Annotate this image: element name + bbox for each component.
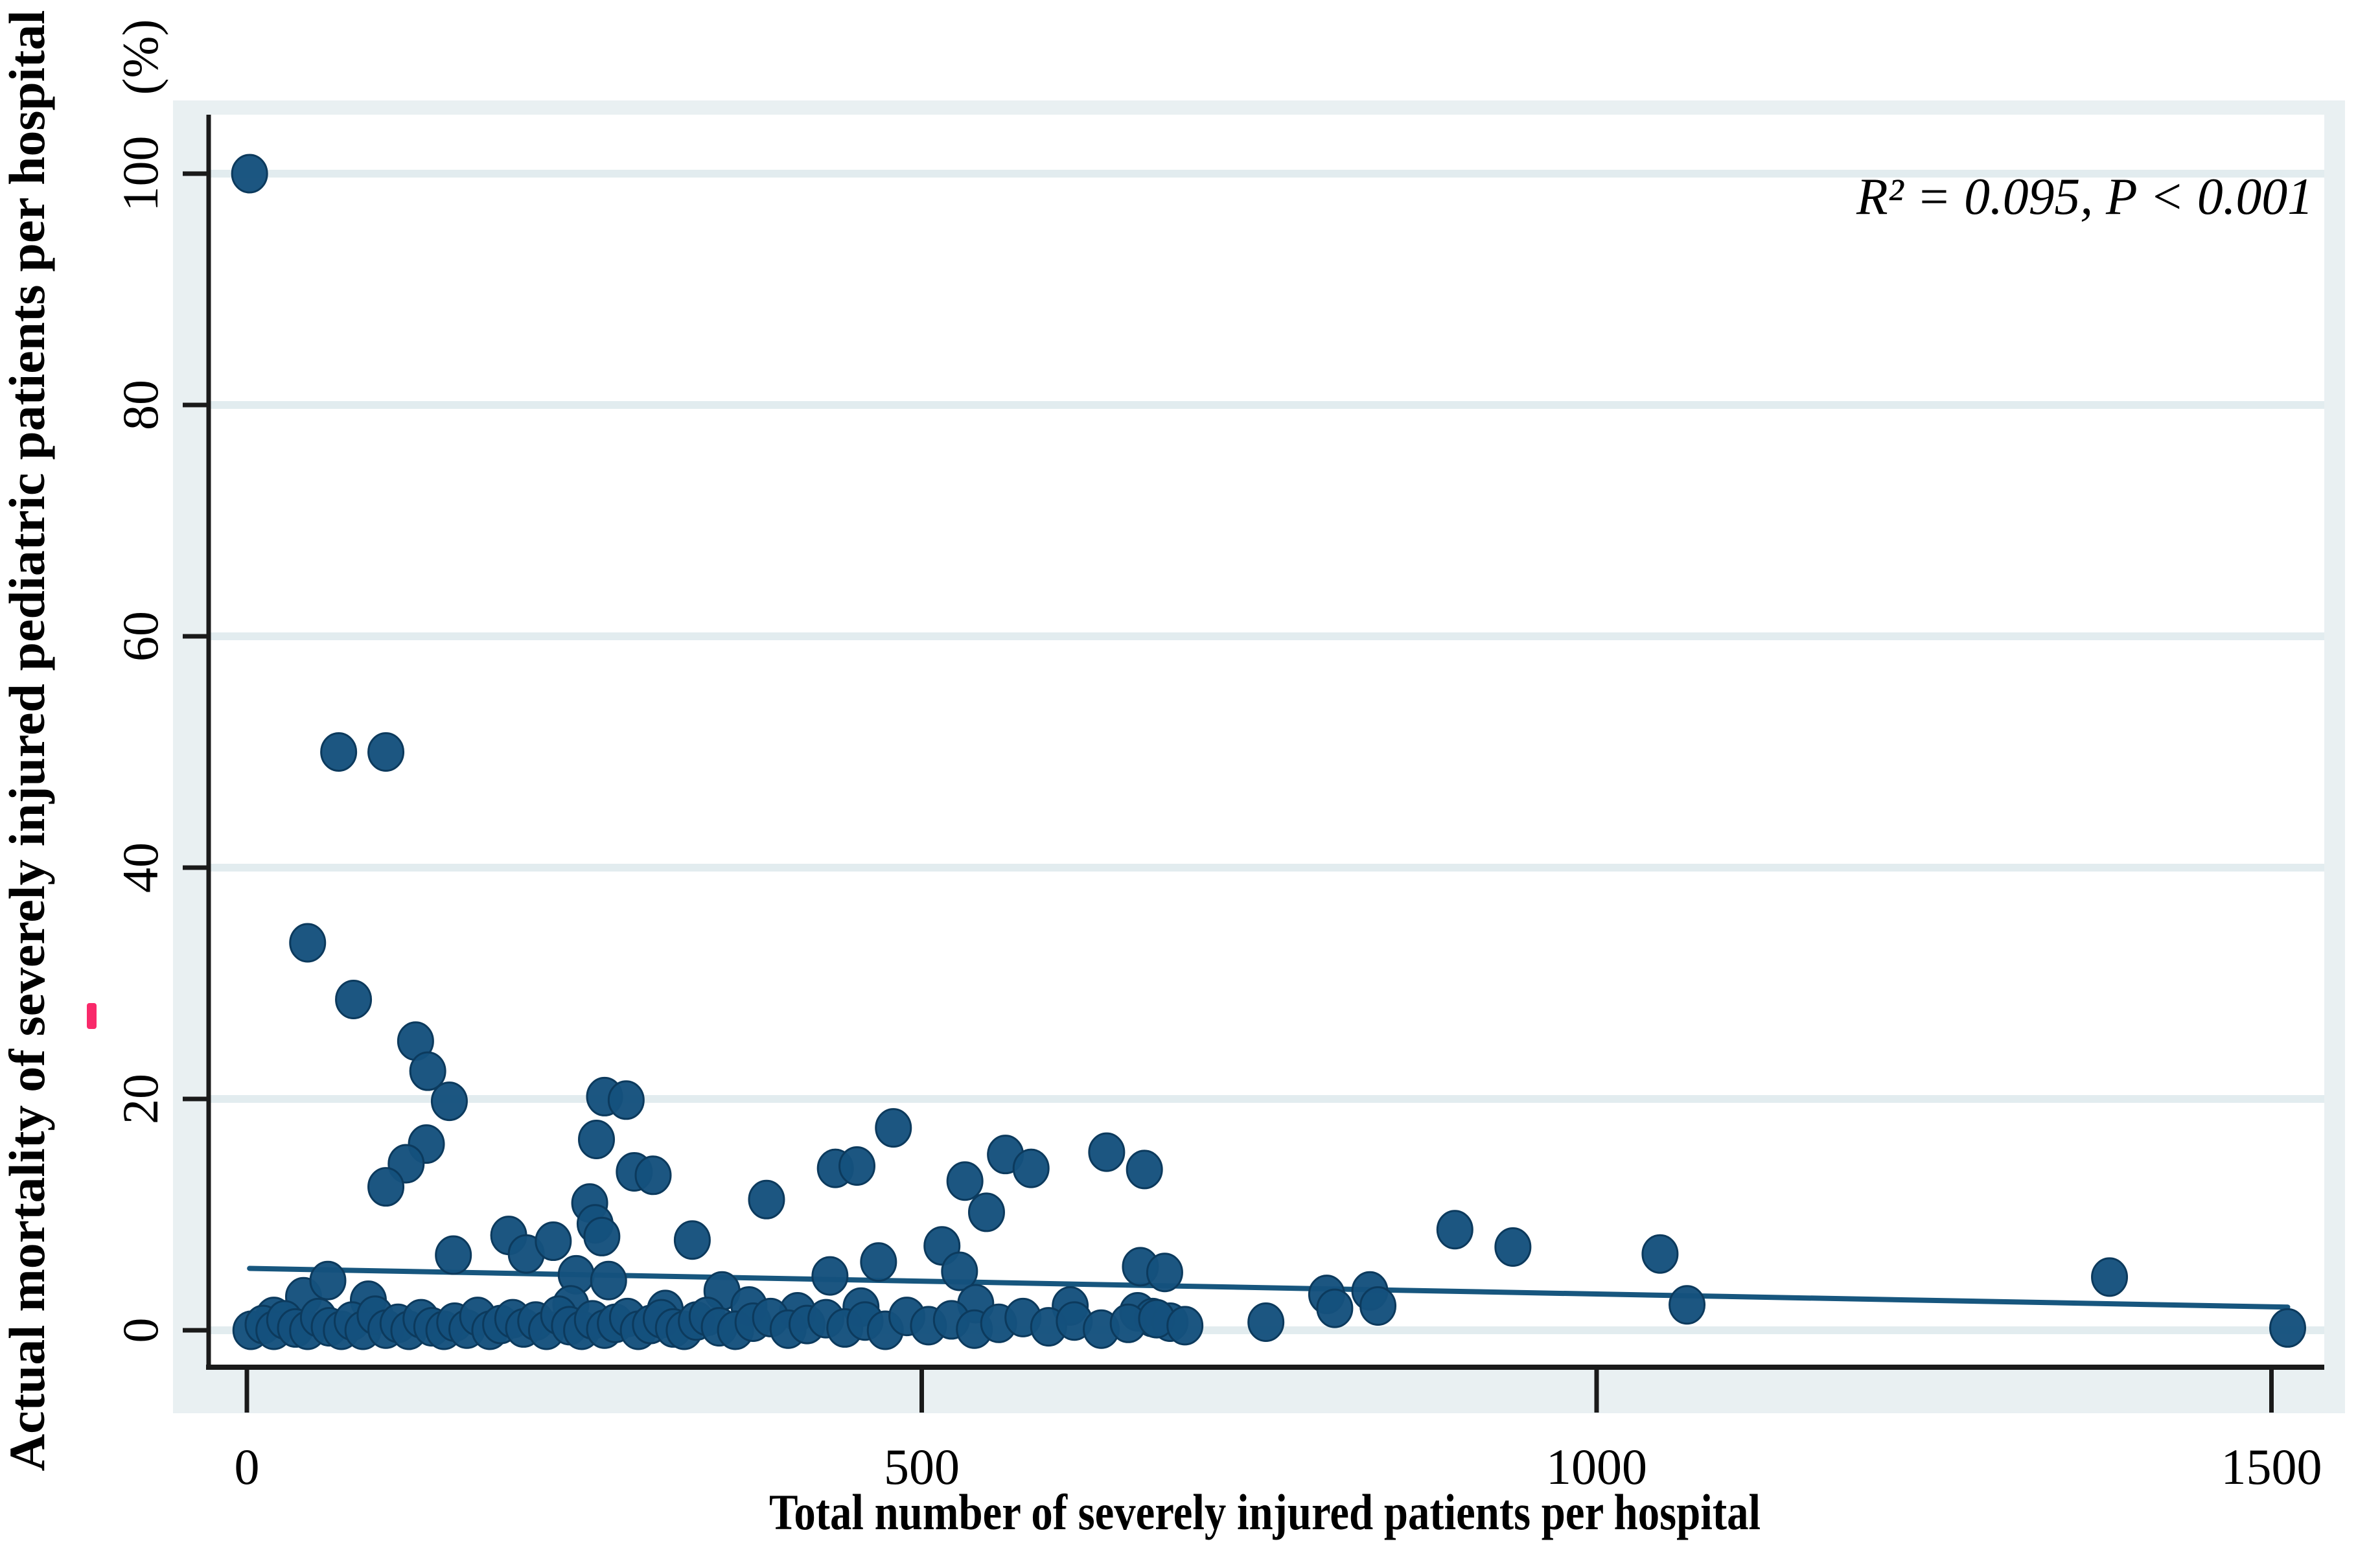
scatter-point (811, 1256, 849, 1296)
scatter-point (860, 1242, 897, 1282)
y-tick-label-0: 0 (112, 1318, 168, 1343)
scatter-point (535, 1221, 572, 1262)
axes-layer (183, 115, 2324, 1413)
scatter-point (2091, 1257, 2129, 1297)
scatter-point (1088, 1132, 1126, 1172)
r-squared-annotation: R² = 0.095, P < 0.001 (1856, 168, 2313, 225)
scatter-point (1641, 1234, 1679, 1274)
scatter-point (634, 1155, 672, 1196)
chart-background-layer (173, 100, 2345, 1413)
y-tick-label-60: 60 (112, 611, 168, 662)
x-tick-label-0: 0 (235, 1438, 260, 1495)
x-axis-title: Total number of severely injured patient… (769, 1484, 1761, 1540)
scatter-point (1146, 1253, 1183, 1293)
scatter-point (1316, 1288, 1354, 1328)
scatter-point (1494, 1227, 1532, 1267)
scatter-point (946, 1161, 984, 1201)
scatter-point (2269, 1308, 2306, 1348)
scatter-point (309, 1260, 347, 1300)
scatter-point (435, 1235, 472, 1275)
scatter-point (838, 1146, 876, 1186)
scatter-point (583, 1216, 621, 1256)
scatter-point (941, 1251, 978, 1291)
scatter-point (1359, 1286, 1397, 1326)
plot-region (209, 115, 2324, 1367)
pink-artifact-mark (87, 1003, 97, 1029)
y-tick-label-80: 80 (112, 380, 168, 430)
scatter-point (1247, 1302, 1285, 1343)
scatter-point (875, 1108, 912, 1148)
y-tick-label-100: 100 (112, 136, 168, 212)
scatter-point (673, 1220, 711, 1260)
y-axis-unit-label: (%) (112, 19, 168, 95)
scatter-point (320, 732, 358, 772)
x-tick-label-500: 500 (884, 1438, 960, 1495)
scatter-point (231, 154, 268, 194)
scatter-point (590, 1260, 627, 1300)
scatter-point (367, 732, 405, 772)
scatter-point (748, 1179, 785, 1219)
y-tick-label-40: 40 (112, 842, 168, 893)
x-tick-label-1500: 1500 (2221, 1438, 2322, 1495)
scatter-point (607, 1080, 645, 1120)
scatter-point (409, 1051, 446, 1091)
scatter-point (335, 979, 373, 1019)
scatter-point (289, 923, 327, 963)
scatter-point (1669, 1285, 1706, 1325)
y-axis-title: Actual mortality of severely injured ped… (0, 10, 55, 1472)
scatter-point (430, 1081, 468, 1122)
scatter-point (1166, 1306, 1204, 1346)
scatter-point (1126, 1149, 1163, 1190)
scatter-points-layer (231, 154, 2306, 1350)
y-tick-label-20: 20 (112, 1074, 168, 1124)
scatter-point (1012, 1148, 1050, 1188)
scatter-point (967, 1192, 1005, 1232)
scatter-point (367, 1167, 405, 1207)
x-tick-label-1000: 1000 (1546, 1438, 1647, 1495)
scatter-point (577, 1119, 615, 1159)
scatter-point (1436, 1210, 1473, 1250)
